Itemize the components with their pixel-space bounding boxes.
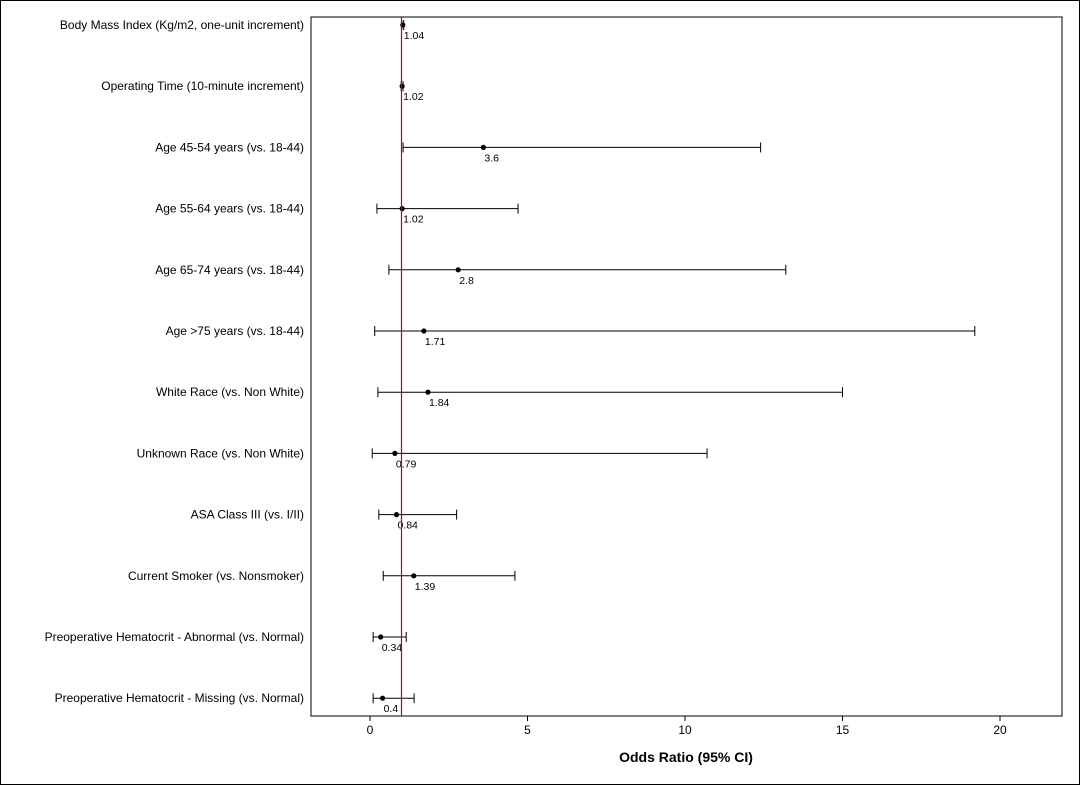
forest-row: Body Mass Index (Kg/m2, one-unit increme… — [60, 18, 424, 42]
odds-ratio-label: 1.39 — [415, 581, 436, 593]
row-label: Age 55-64 years (vs. 18-44) — [155, 202, 304, 216]
odds-ratio-label: 1.04 — [404, 30, 425, 42]
point-estimate — [392, 450, 398, 456]
x-tick-label: 0 — [367, 723, 374, 737]
odds-ratio-label: 0.4 — [384, 703, 399, 715]
odds-ratio-label: 0.84 — [397, 520, 418, 532]
point-estimate — [480, 144, 486, 150]
x-tick-label: 5 — [524, 723, 531, 737]
point-estimate — [399, 83, 405, 89]
forest-row: Preoperative Hematocrit - Abnormal (vs. … — [45, 630, 407, 654]
forest-row: Operating Time (10-minute increment) 1.02 — [101, 79, 423, 103]
odds-ratio-label: 1.02 — [403, 91, 424, 103]
point-estimate — [399, 206, 405, 212]
x-tick-label: 20 — [993, 723, 1007, 737]
point-estimate — [411, 573, 417, 579]
plot-area — [310, 16, 1063, 717]
point-estimate — [378, 634, 384, 640]
row-label: Current Smoker (vs. Nonsmoker) — [128, 569, 304, 583]
point-estimate — [455, 267, 461, 273]
row-label: Preoperative Hematocrit - Abnormal (vs. … — [45, 630, 304, 644]
row-label: Age 65-74 years (vs. 18-44) — [155, 263, 304, 277]
forest-row: Age 65-74 years (vs. 18-44) 2.8 — [155, 263, 787, 287]
point-estimate — [380, 695, 386, 701]
point-estimate — [425, 389, 431, 395]
odds-ratio-label: 2.8 — [459, 275, 474, 287]
row-label: White Race (vs. Non White) — [156, 385, 304, 399]
row-label: Body Mass Index (Kg/m2, one-unit increme… — [60, 18, 304, 32]
row-label: Age >75 years (vs. 18-44) — [166, 324, 304, 338]
odds-ratio-label: 1.84 — [429, 397, 450, 409]
forest-row: Age 45-54 years (vs. 18-44) 3.6 — [155, 140, 762, 164]
odds-ratio-label: 0.34 — [382, 642, 403, 654]
point-estimate — [421, 328, 427, 334]
x-tick-label: 10 — [678, 723, 692, 737]
forest-row: Age 55-64 years (vs. 18-44) 1.02 — [155, 202, 519, 226]
odds-ratio-label: 1.71 — [425, 336, 446, 348]
forest-row: Preoperative Hematocrit - Missing (vs. N… — [55, 691, 415, 715]
row-label: Operating Time (10-minute increment) — [101, 79, 304, 93]
row-label: Unknown Race (vs. Non White) — [137, 446, 304, 460]
row-label: Preoperative Hematocrit - Missing (vs. N… — [55, 691, 304, 705]
row-label: ASA Class III (vs. I/II) — [191, 508, 304, 522]
odds-ratio-label: 0.79 — [396, 458, 417, 470]
forest-row: Age >75 years (vs. 18-44) 1.71 — [166, 324, 976, 348]
forest-row: ASA Class III (vs. I/II) 0.84 — [191, 508, 458, 532]
x-tick-label: 15 — [836, 723, 850, 737]
forest-row: Current Smoker (vs. Nonsmoker) 1.39 — [128, 569, 516, 593]
row-label: Age 45-54 years (vs. 18-44) — [155, 140, 304, 154]
odds-ratio-label: 3.6 — [484, 152, 499, 164]
forest-row: White Race (vs. Non White) 1.84 — [156, 385, 843, 409]
odds-ratio-label: 1.02 — [403, 214, 424, 226]
x-axis-title: Odds Ratio (95% CI) — [619, 749, 753, 765]
forest-row: Unknown Race (vs. Non White) 0.79 — [137, 446, 708, 470]
point-estimate — [393, 511, 400, 518]
